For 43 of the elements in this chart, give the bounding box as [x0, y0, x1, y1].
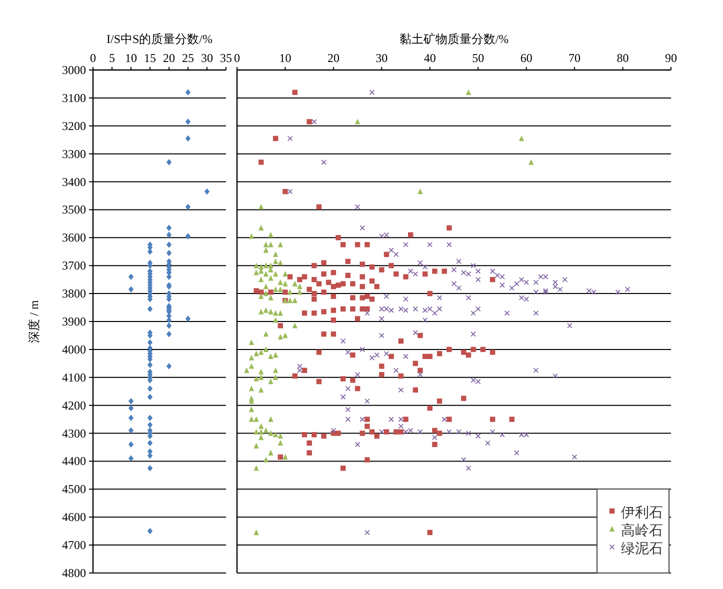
y-tick-label: 4600 [62, 510, 86, 524]
x-tick-label: 0 [90, 51, 96, 65]
x-tick-label: 20 [327, 51, 340, 65]
x-tick-label: 10 [279, 51, 292, 65]
legend-label: 高岭石 [621, 523, 663, 539]
y-tick-label: 4100 [62, 370, 86, 384]
x-axis-title: 黏土矿物质量分数/% [399, 32, 509, 46]
x-axis-title: I/S中S的质量分数/% [106, 32, 213, 46]
y-tick-label: 4200 [62, 398, 86, 412]
y-tick-label: 3900 [62, 314, 86, 328]
x-tick-label: 80 [616, 51, 629, 65]
y-tick-label: 3400 [62, 174, 86, 189]
y-tick-label: 3300 [62, 146, 86, 161]
x-tick-label: 35 [220, 51, 232, 65]
x-tick-label: 0 [234, 51, 240, 65]
y-tick-label: 4700 [62, 538, 86, 552]
y-tick-label: 3500 [62, 202, 86, 217]
y-tick-label: 4500 [62, 482, 86, 496]
x-tick-label: 15 [144, 51, 156, 65]
y-tick-label: 4400 [62, 454, 86, 468]
x-tick-label: 90 [665, 51, 677, 65]
legend-label: 绿泥石 [621, 541, 663, 557]
x-tick-label: 30 [201, 51, 213, 65]
x-tick-label: 5 [109, 51, 115, 65]
x-tick-label: 40 [424, 51, 436, 65]
y-tick-label: 4000 [62, 342, 86, 356]
x-tick-label: 25 [182, 51, 194, 65]
y-tick-label: 4800 [62, 566, 86, 580]
legend-label: 伊利石 [621, 505, 663, 521]
x-tick-label: 50 [472, 51, 484, 65]
x-tick-label: 30 [376, 51, 388, 65]
y-tick-label: 3200 [62, 118, 86, 133]
y-axis-title: 深度 / m [27, 300, 41, 343]
y-tick-label: 3000 [62, 63, 86, 77]
x-tick-label: 20 [163, 51, 175, 65]
y-tick-label: 3600 [62, 230, 86, 245]
y-tick-label: 3100 [62, 90, 86, 105]
x-tick-label: 60 [520, 51, 532, 65]
x-tick-label: 70 [568, 51, 581, 65]
y-tick-label: 3700 [62, 258, 86, 273]
y-tick-label: 3800 [62, 286, 86, 301]
y-tick-label: 4300 [62, 426, 86, 440]
x-tick-label: 10 [125, 51, 137, 65]
